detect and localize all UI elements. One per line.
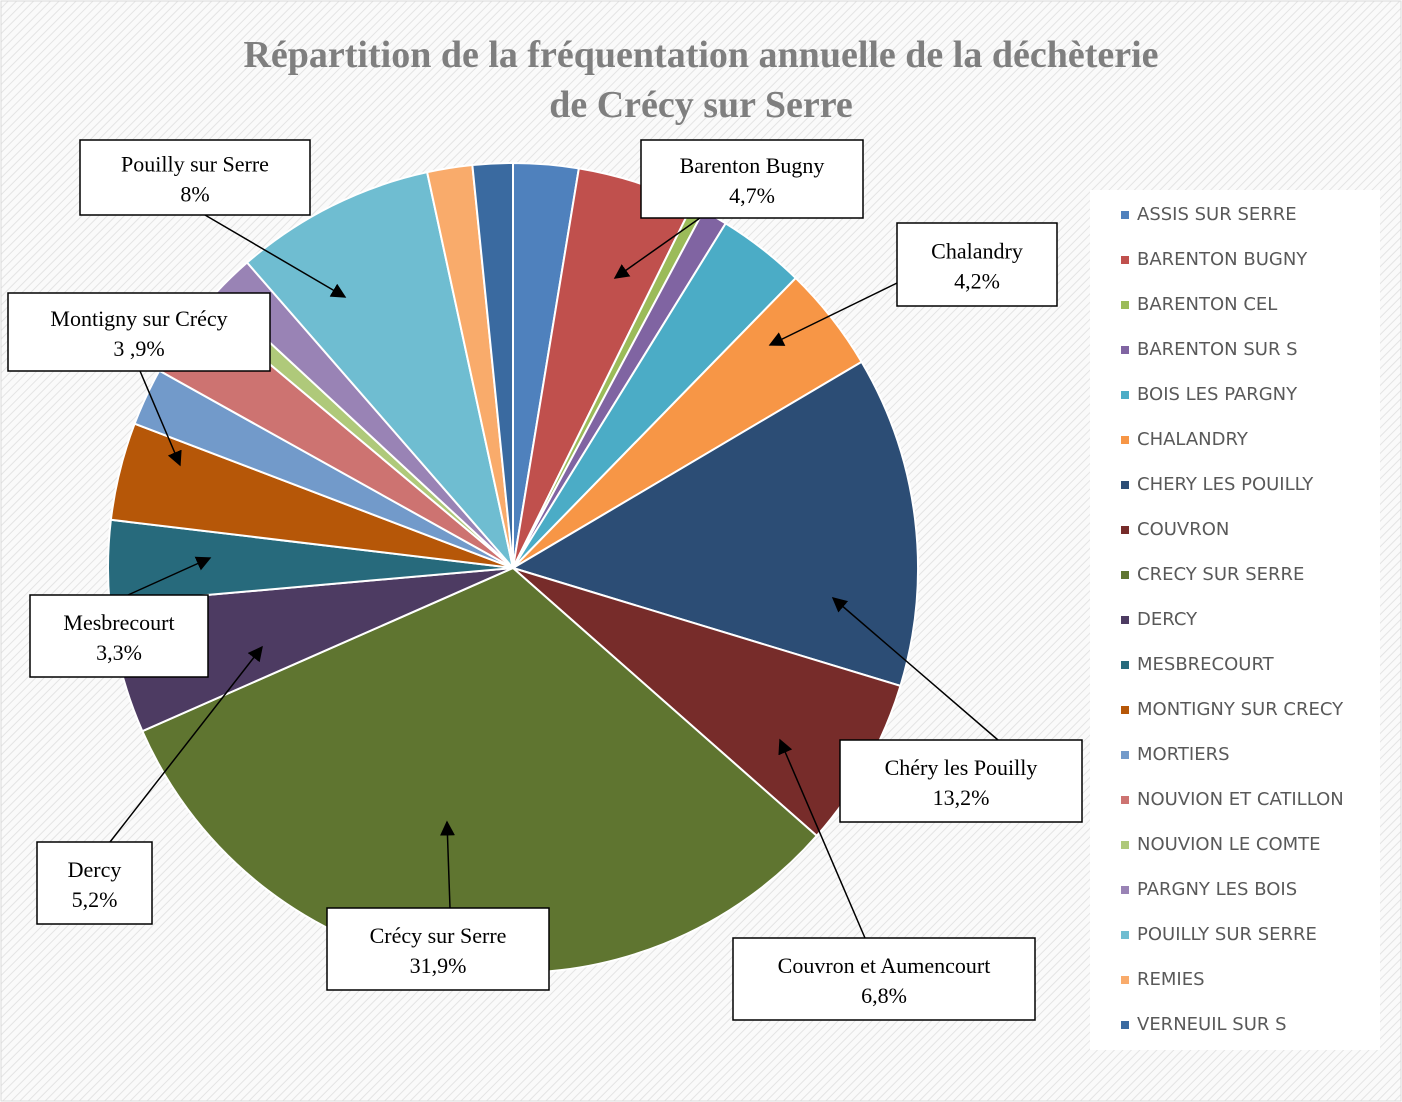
legend-label: MESBRECOURT (1137, 654, 1275, 675)
callout-box (79, 139, 311, 216)
callout-name: Chalandry (931, 239, 1023, 264)
callout-box (29, 594, 209, 678)
legend-swatch (1121, 751, 1129, 759)
legend-label: PARGNY LES BOIS (1137, 879, 1297, 900)
callout-box (839, 739, 1083, 823)
callout-value: 8% (180, 182, 209, 207)
callout-box (326, 907, 550, 991)
legend-label: VERNEUIL SUR S (1137, 1014, 1287, 1035)
callout-value: 5,2% (72, 887, 118, 912)
callout-name: Montigny sur Crécy (50, 306, 227, 331)
legend-swatch (1121, 571, 1129, 579)
callout-name: Chéry les Pouilly (885, 755, 1038, 780)
callout-name: Pouilly sur Serre (121, 152, 269, 177)
legend-label: ASSIS SUR SERRE (1137, 204, 1297, 225)
callout-name: Dercy (68, 857, 122, 882)
legend-swatch (1121, 931, 1129, 939)
pie-slice (471, 161, 514, 569)
callout-box (640, 139, 864, 219)
callout-arrow (613, 217, 701, 279)
legend-label: BARENTON SUR S (1137, 339, 1298, 360)
legend-label: BOIS LES PARGNY (1137, 384, 1298, 405)
pie-slice (510, 360, 919, 688)
callout-value: 3 ,9% (113, 336, 164, 361)
legend-label: CHERY LES POUILLY (1137, 474, 1314, 495)
callout-value: 4,2% (954, 269, 1000, 294)
legend-label: BARENTON CEL (1137, 294, 1277, 315)
legend-swatch (1121, 661, 1129, 669)
legend-swatch (1121, 841, 1129, 849)
legend-swatch (1121, 436, 1129, 444)
legend-swatch (1121, 886, 1129, 894)
legend-swatch (1121, 796, 1129, 804)
callout-value: 13,2% (933, 785, 990, 810)
legend-swatch (1121, 301, 1129, 309)
pie-slice (245, 171, 514, 569)
callout-arrow (139, 370, 182, 467)
legend-label: NOUVION ET CATILLON (1137, 789, 1344, 810)
callout-arrow (778, 738, 866, 939)
legend-swatch (1121, 976, 1129, 984)
callout-name: Couvron et Aumencourt (778, 953, 991, 978)
legend-label: COUVRON (1137, 519, 1229, 540)
legend-label: MONTIGNY SUR CRECY (1137, 699, 1344, 720)
legend-swatch (1121, 256, 1129, 264)
legend-swatch (1121, 706, 1129, 714)
legend-label: NOUVION LE COMTE (1137, 834, 1321, 855)
callout-box (732, 937, 1036, 1021)
legend-label: CRECY SUR SERRE (1137, 564, 1304, 585)
legend-label: CHALANDRY (1137, 429, 1249, 450)
legend-label: MORTIERS (1137, 744, 1230, 765)
legend-swatch (1121, 391, 1129, 399)
legend-box (1090, 190, 1380, 1050)
legend-swatch (1121, 616, 1129, 624)
legend-swatch (1121, 481, 1129, 489)
legend-label: REMIES (1137, 969, 1205, 990)
callout-box (36, 841, 153, 925)
chart-title: Répartition de la fréquentation annuelle… (243, 34, 1159, 126)
callout-arrow (439, 820, 455, 909)
callout-value: 4,7% (729, 183, 775, 208)
callout-arrow (204, 214, 347, 298)
legend-swatch (1121, 346, 1129, 354)
callout-arrow (109, 645, 263, 843)
callout-value: 6,8% (861, 983, 907, 1008)
callout-box (7, 292, 271, 372)
legend-label: DERCY (1137, 609, 1198, 630)
callout-value: 3,3% (96, 640, 142, 665)
callout-name: Mesbrecourt (63, 610, 174, 635)
legend-label: BARENTON BUGNY (1137, 249, 1308, 270)
callout-arrow (768, 282, 898, 346)
callout-arrow (831, 597, 999, 741)
legend-swatch (1121, 526, 1129, 534)
legend-swatch (1121, 211, 1129, 219)
callout-box (896, 222, 1058, 307)
callout-name: Crécy sur Serre (370, 923, 507, 948)
legend-label: POUILLY SUR SERRE (1137, 924, 1317, 945)
callout-arrow (127, 556, 212, 596)
legend-swatch (1121, 1021, 1129, 1029)
callout-name: Barenton Bugny (680, 153, 825, 178)
callout-value: 31,9% (410, 953, 467, 978)
